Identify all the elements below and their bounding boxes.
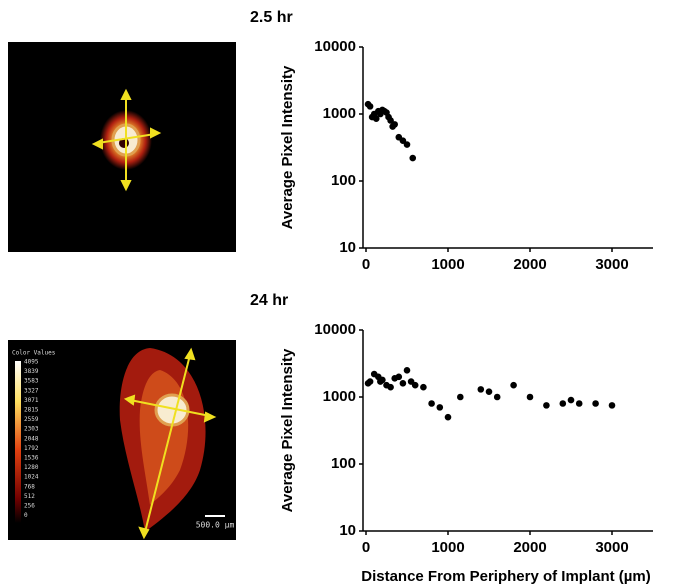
x-tick-label: 0 bbox=[362, 539, 370, 556]
legend-value: 512 bbox=[24, 493, 35, 500]
point bbox=[477, 386, 485, 393]
point bbox=[395, 373, 403, 381]
scale-label: 500.0 µm bbox=[196, 521, 235, 530]
point bbox=[559, 400, 567, 407]
point bbox=[409, 154, 417, 162]
point bbox=[403, 367, 411, 374]
y-tick-label: 10 bbox=[339, 239, 356, 256]
x-tick-label: 1000 bbox=[431, 256, 464, 273]
x-tick-label: 3000 bbox=[595, 256, 628, 273]
chart-title: 24 hr bbox=[250, 292, 288, 309]
point bbox=[399, 380, 407, 387]
point bbox=[526, 393, 534, 401]
y-tick-label: 1000 bbox=[323, 105, 356, 122]
point bbox=[399, 137, 407, 144]
legend-value: 2048 bbox=[24, 435, 39, 442]
point bbox=[485, 388, 493, 395]
y-tick-label: 100 bbox=[331, 455, 356, 472]
point bbox=[379, 376, 386, 384]
point bbox=[428, 400, 435, 407]
legend-value: 2815 bbox=[24, 407, 39, 414]
legend-value: 1024 bbox=[24, 474, 39, 481]
x-tick-label: 0 bbox=[362, 256, 370, 273]
point bbox=[493, 393, 501, 401]
legend-value: 3839 bbox=[24, 368, 39, 375]
point bbox=[436, 404, 444, 411]
y-tick-label: 10 bbox=[339, 522, 356, 539]
x-axis-label: Distance From Periphery of Implant (µm) bbox=[361, 568, 651, 585]
point bbox=[387, 383, 394, 391]
legend-value: 1280 bbox=[24, 464, 39, 471]
point bbox=[592, 400, 599, 407]
legend-value: 1536 bbox=[24, 455, 39, 462]
x-tick-label: 2000 bbox=[513, 539, 546, 556]
legend-value: 0 bbox=[24, 512, 28, 519]
legend-value: 1792 bbox=[24, 445, 39, 452]
image-24hr bbox=[8, 340, 236, 540]
point bbox=[510, 381, 517, 389]
legend-value: 2303 bbox=[24, 426, 39, 433]
legend-value: 4095 bbox=[24, 359, 39, 366]
legend-value: 3327 bbox=[24, 387, 39, 394]
point bbox=[567, 396, 575, 404]
point bbox=[543, 402, 550, 409]
legend-value: 2559 bbox=[24, 416, 39, 423]
legend-value: 3583 bbox=[24, 378, 39, 385]
point bbox=[366, 103, 374, 110]
point bbox=[391, 121, 399, 128]
point bbox=[403, 141, 411, 148]
point bbox=[372, 115, 380, 123]
y-axis-label: Average Pixel Intensity bbox=[279, 65, 296, 229]
point bbox=[575, 400, 583, 407]
point bbox=[420, 383, 427, 391]
y-tick-label: 10000 bbox=[314, 38, 356, 55]
legend-value: 3071 bbox=[24, 397, 39, 404]
point bbox=[608, 402, 616, 409]
point bbox=[444, 413, 452, 421]
legend-value: 256 bbox=[24, 503, 35, 510]
point bbox=[457, 393, 464, 401]
chart-title: 2.5 hr bbox=[250, 9, 293, 26]
x-tick-label: 1000 bbox=[431, 539, 464, 556]
y-tick-label: 10000 bbox=[314, 321, 356, 338]
y-axis-label: Average Pixel Intensity bbox=[279, 348, 296, 512]
image-2-5hr bbox=[8, 42, 236, 252]
y-tick-label: 100 bbox=[331, 172, 356, 189]
x-tick-label: 2000 bbox=[513, 256, 546, 273]
legend-value: 768 bbox=[24, 483, 35, 490]
point bbox=[387, 117, 394, 124]
point bbox=[411, 381, 419, 389]
y-tick-label: 1000 bbox=[323, 388, 356, 405]
x-tick-label: 3000 bbox=[595, 539, 628, 556]
legend-title: Color Values bbox=[12, 350, 56, 357]
point bbox=[366, 378, 374, 385]
